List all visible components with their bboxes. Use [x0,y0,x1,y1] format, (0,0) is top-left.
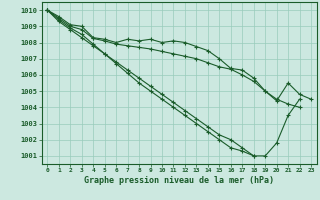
X-axis label: Graphe pression niveau de la mer (hPa): Graphe pression niveau de la mer (hPa) [84,176,274,185]
